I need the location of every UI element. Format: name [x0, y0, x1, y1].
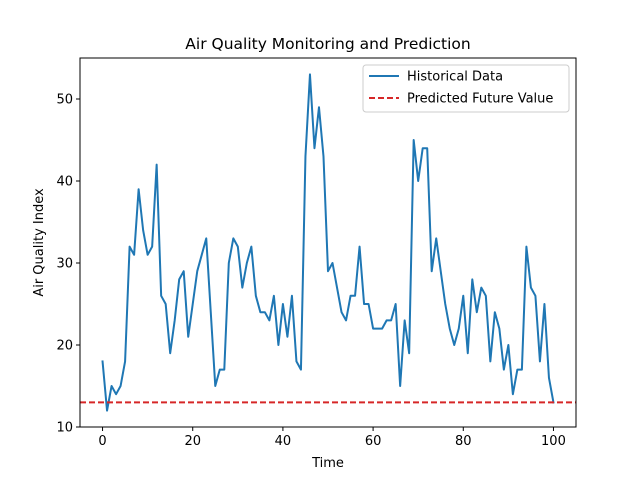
legend: Historical Data Predicted Future Value: [362, 64, 570, 113]
y-tick-label: 40: [56, 175, 73, 190]
x-tick-label: 0: [98, 434, 106, 449]
y-axis-label: Air Quality Index: [32, 188, 47, 297]
x-axis-label: Time: [311, 456, 344, 471]
series-line-historical-data: [101, 73, 555, 412]
x-tick-label: 20: [184, 434, 201, 449]
x-tick-label: 60: [365, 434, 382, 449]
chart-title: Air Quality Monitoring and Prediction: [185, 35, 470, 53]
x-tick-label: 40: [275, 434, 292, 449]
y-tick-label: 10: [56, 421, 73, 436]
y-tick-label: 30: [56, 257, 73, 272]
series-layer: [80, 73, 576, 412]
x-axis-ticks: 0 20 40 60 80 100: [98, 427, 566, 449]
legend-label-predicted-future-value: Predicted Future Value: [407, 92, 553, 107]
x-tick-label: 80: [455, 434, 472, 449]
legend-box: [362, 64, 570, 113]
axes-frame: [79, 57, 577, 428]
plot-area: [79, 57, 577, 428]
y-axis-ticks: 10 20 30 40 50: [56, 93, 80, 436]
y-tick-label: 50: [56, 93, 73, 108]
legend-label-historical-data: Historical Data: [407, 70, 503, 85]
y-tick-label: 20: [56, 339, 73, 354]
x-tick-label: 100: [541, 434, 566, 449]
